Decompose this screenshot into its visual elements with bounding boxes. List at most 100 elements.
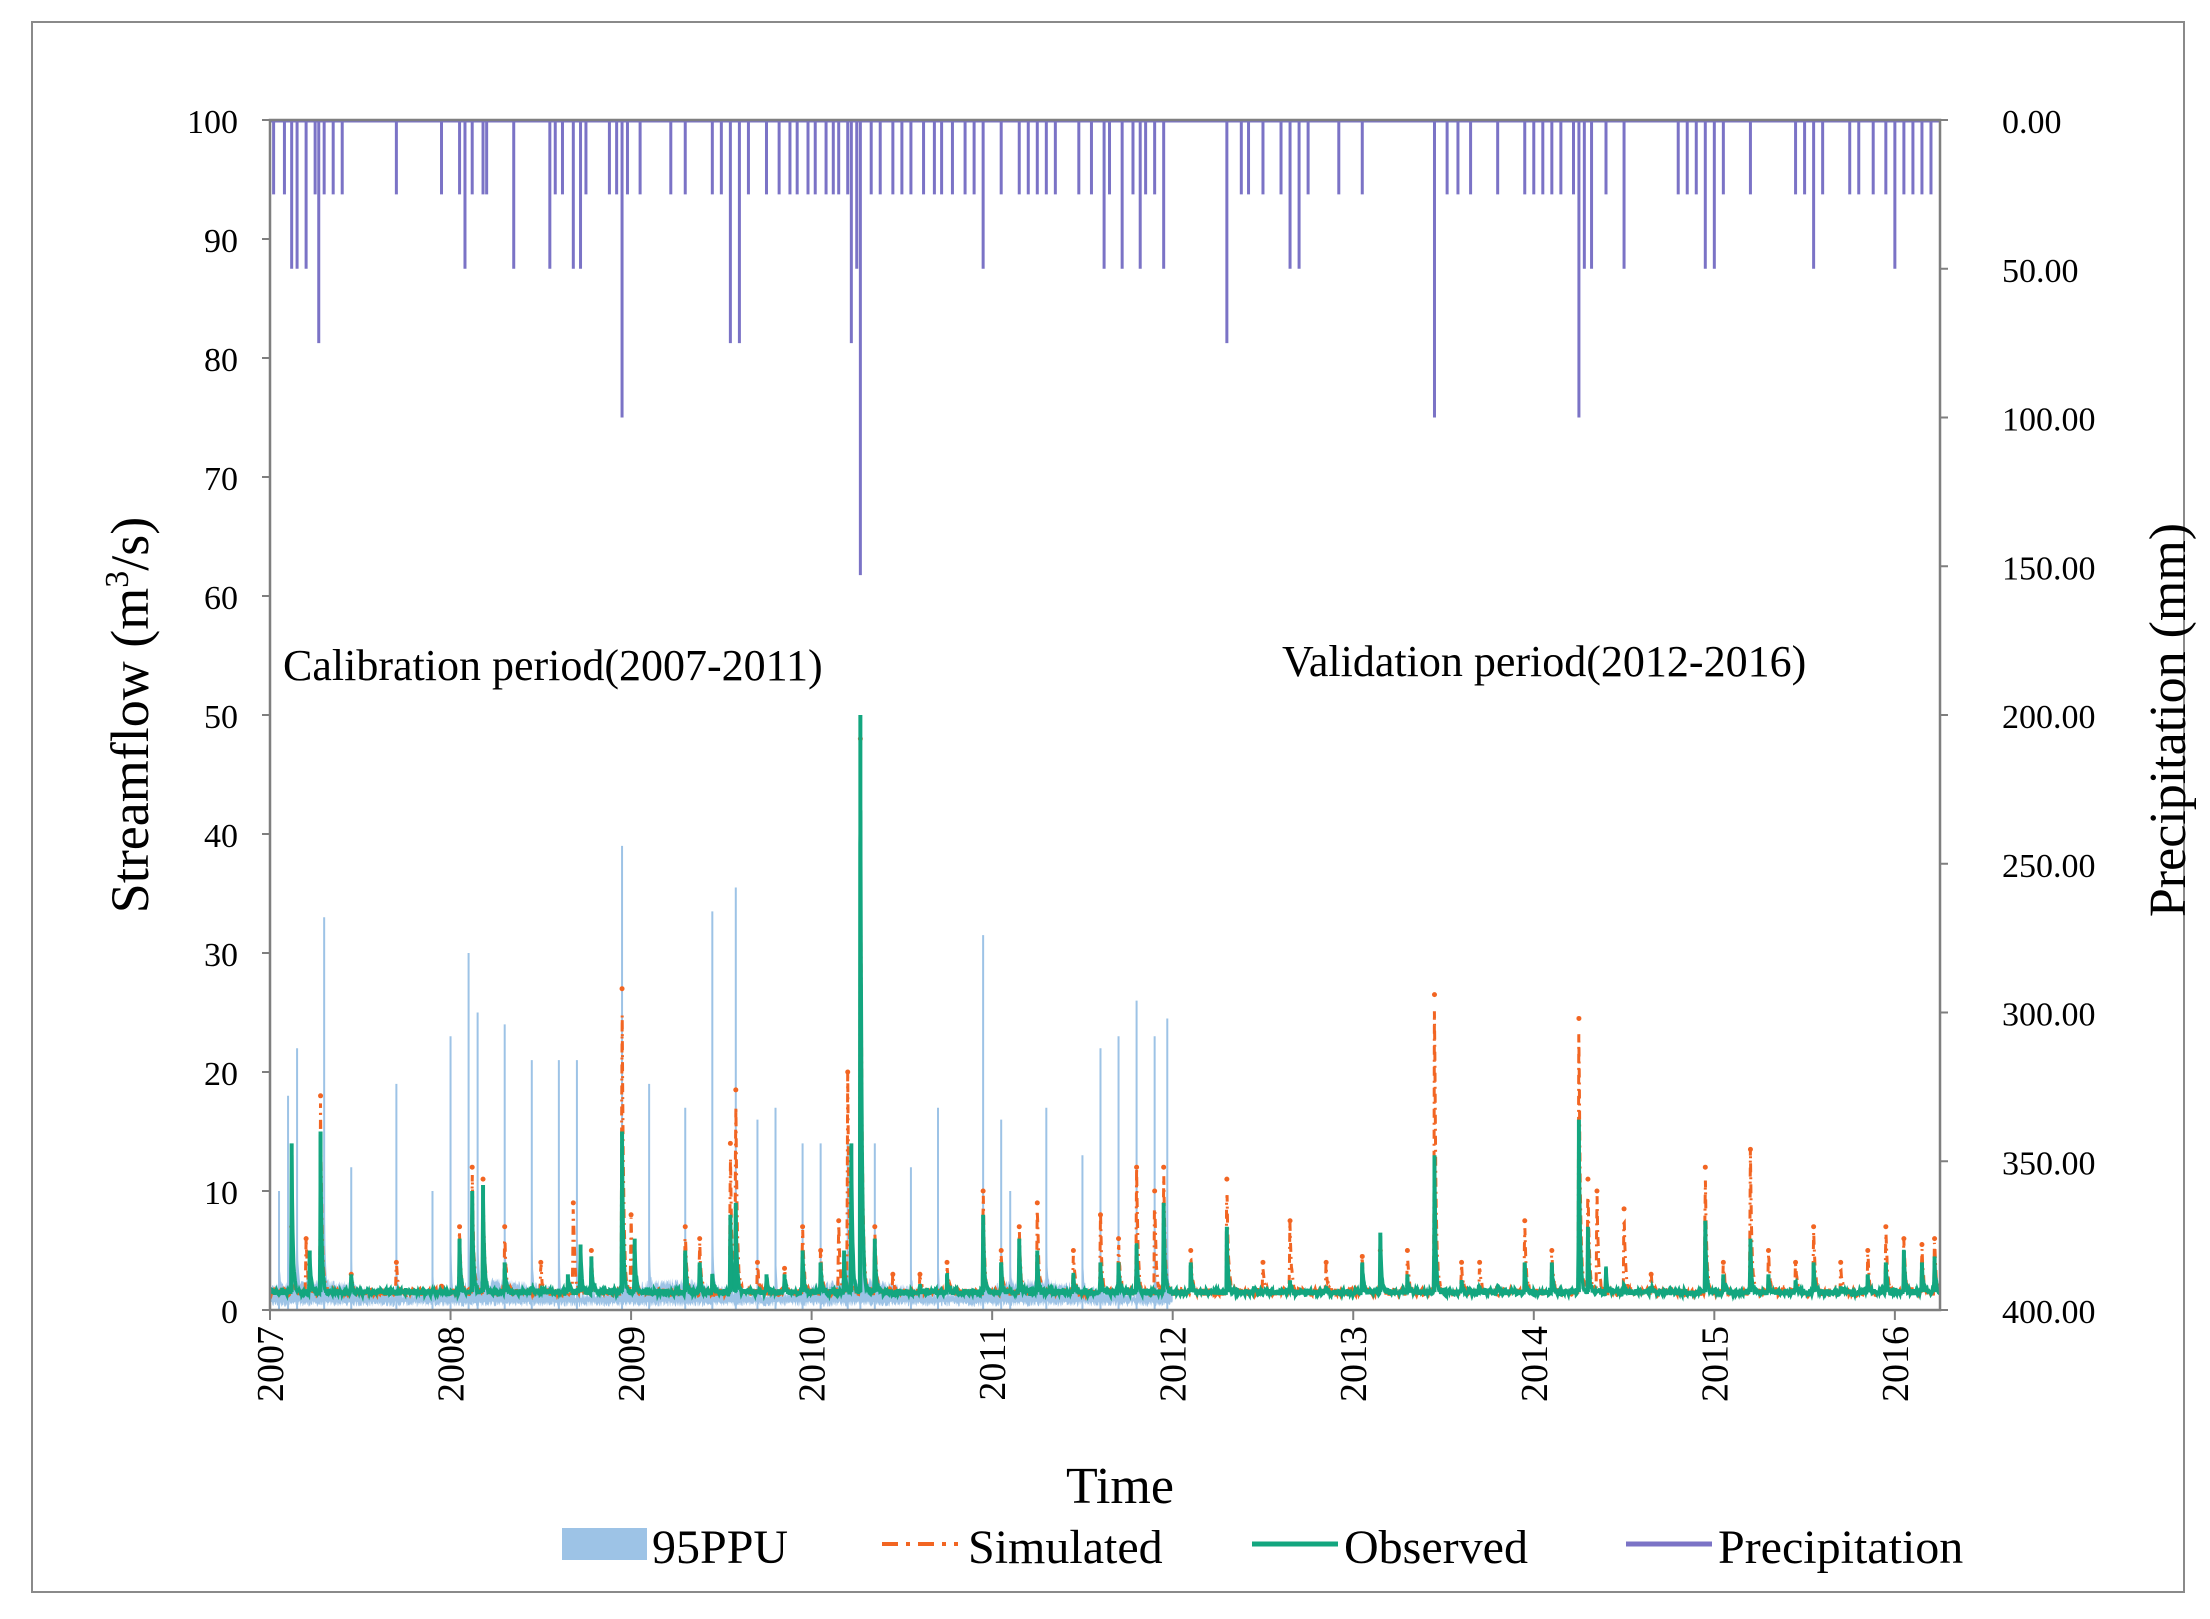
simulated-peak-24 — [845, 1069, 851, 1075]
observed-layer — [270, 715, 1940, 1302]
y-right-tick-label-7: 350.00 — [2002, 1145, 2096, 1182]
simulated-peak-49 — [1459, 1259, 1465, 1265]
y-axis-left-title: Streamflow (m3/s) — [99, 517, 160, 913]
simulated-peak-14 — [628, 1212, 634, 1218]
x-tick-label-7: 2014 — [1514, 1326, 1556, 1402]
simulated-peak-22 — [818, 1248, 824, 1253]
simulated-peak-20 — [782, 1265, 788, 1271]
simulated-peak-23 — [836, 1218, 842, 1224]
simulated-peak-63 — [1811, 1224, 1817, 1230]
legend-label-observed: Observed — [1344, 1521, 1528, 1574]
simulated-peak-42 — [1260, 1259, 1266, 1265]
simulated-peak-35 — [1097, 1212, 1103, 1218]
simulated-peak-15 — [682, 1224, 688, 1230]
simulated-peak-59 — [1720, 1259, 1726, 1265]
simulated-peak-16 — [697, 1236, 703, 1242]
simulated-peak-7 — [469, 1164, 475, 1170]
y-left-tick-label-3: 30 — [204, 937, 238, 974]
simulated-peak-62 — [1793, 1259, 1799, 1265]
simulated-peak-31 — [998, 1248, 1004, 1253]
y-left-title-tail: /s) — [100, 517, 160, 571]
x-tick-label-1: 2008 — [431, 1326, 473, 1402]
x-tick-label-0: 2007 — [250, 1326, 292, 1402]
simulated-peak-51 — [1522, 1218, 1528, 1224]
simulated-peak-9 — [502, 1224, 508, 1230]
simulated-peak-48 — [1431, 992, 1437, 998]
axes-layer: 0 10 20 30 40 50 60 70 80 90 100 0.00 50.00 100.00 150… — [187, 104, 2096, 1402]
simulated-peak-36 — [1116, 1236, 1122, 1242]
x-tick-label-6: 2013 — [1333, 1326, 1375, 1402]
y-right-tick-label-0: 0.00 — [2002, 104, 2062, 141]
simulated-peak-64 — [1838, 1259, 1844, 1265]
y-right-tick-label-5: 250.00 — [2002, 848, 2096, 885]
simulated-peak-27 — [890, 1271, 896, 1277]
x-tick-label-4: 2011 — [972, 1326, 1014, 1401]
legend-label-simulated: Simulated — [968, 1521, 1163, 1574]
y-left-tick-label-4: 40 — [204, 818, 238, 855]
simulated-peak-55 — [1594, 1188, 1600, 1194]
simulated-peak-61 — [1765, 1248, 1771, 1253]
simulated-peak-18 — [733, 1087, 739, 1093]
simulated-peak-6 — [457, 1224, 463, 1230]
legend: 95PPU Simulated Observed Precipitation — [562, 1521, 1963, 1574]
simulated-peak-58 — [1702, 1164, 1708, 1170]
simulated-peak-68 — [1919, 1242, 1925, 1248]
x-tick-label-9: 2016 — [1875, 1326, 1917, 1402]
simulated-peak-34 — [1070, 1248, 1076, 1253]
y-right-tick-label-1: 50.00 — [2002, 253, 2079, 290]
simulated-peak-32 — [1016, 1224, 1022, 1230]
legend-label-precipitation: Precipitation — [1718, 1521, 1963, 1574]
y-left-tick-label-6: 60 — [204, 580, 238, 617]
observed-line — [270, 810, 1940, 1302]
simulated-peak-53 — [1576, 1015, 1582, 1021]
simulated-peak-28 — [917, 1271, 923, 1277]
simulated-peak-4 — [393, 1259, 399, 1265]
simulated-peak-60 — [1747, 1146, 1753, 1152]
simulated-peak-33 — [1034, 1200, 1040, 1206]
simulated-peak-47 — [1404, 1248, 1410, 1253]
simulated-peak-8 — [480, 1176, 486, 1182]
simulated-peak-65 — [1865, 1248, 1871, 1253]
simulated-peak-29 — [944, 1259, 950, 1265]
y-left-tick-label-8: 80 — [204, 342, 238, 379]
simulated-peak-69 — [1932, 1236, 1938, 1242]
simulated-peak-66 — [1883, 1224, 1889, 1230]
y-right-tick-label-2: 100.00 — [2002, 402, 2096, 439]
y-left-tick-label-9: 90 — [204, 223, 238, 260]
simulated-peak-21 — [800, 1224, 806, 1230]
simulated-peak-40 — [1188, 1248, 1194, 1253]
x-axis-title: Time — [1066, 1458, 1174, 1515]
simulated-peak-17 — [727, 1140, 733, 1146]
y-left-tick-label-2: 20 — [204, 1056, 238, 1093]
simulated-peak-54 — [1585, 1176, 1591, 1182]
y-axis-right-title: Precipitation (mm) — [2140, 523, 2197, 917]
y-right-tick-label-6: 300.00 — [2002, 997, 2096, 1034]
y-left-title-superscript: 3 — [99, 571, 136, 588]
y-left-tick-label-5: 50 — [204, 699, 238, 736]
y-left-tick-label-7: 70 — [204, 461, 238, 498]
simulated-peak-12 — [588, 1248, 594, 1253]
y-right-tick-label-4: 200.00 — [2002, 699, 2096, 736]
y-left-title-base: Streamflow (m — [100, 588, 160, 913]
y-right-tick-label-8: 400.00 — [2002, 1294, 2096, 1331]
y-left-tick-label-1: 10 — [204, 1175, 238, 1212]
x-tick-label-2: 2009 — [611, 1326, 653, 1402]
simulated-peak-39 — [1161, 1164, 1167, 1170]
simulated-peak-43 — [1287, 1218, 1293, 1224]
simulated-peak-30 — [980, 1188, 986, 1194]
simulated-peak-41 — [1224, 1176, 1230, 1182]
simulated-peak-38 — [1152, 1188, 1158, 1194]
y-left-tick-label-10: 100 — [187, 104, 238, 141]
y-left-tick-label-0: 0 — [221, 1294, 238, 1331]
x-tick-label-5: 2012 — [1153, 1326, 1195, 1402]
simulated-peak-50 — [1477, 1259, 1483, 1265]
legend-swatch-95ppu — [562, 1528, 647, 1560]
simulated-peak-56 — [1621, 1206, 1627, 1212]
simulated-peak-57 — [1648, 1271, 1654, 1277]
simulated-peak-52 — [1549, 1248, 1555, 1253]
simulated-peak-26 — [872, 1224, 878, 1230]
figure-border — [31, 21, 2185, 1593]
simulated-peak-13 — [619, 986, 625, 992]
